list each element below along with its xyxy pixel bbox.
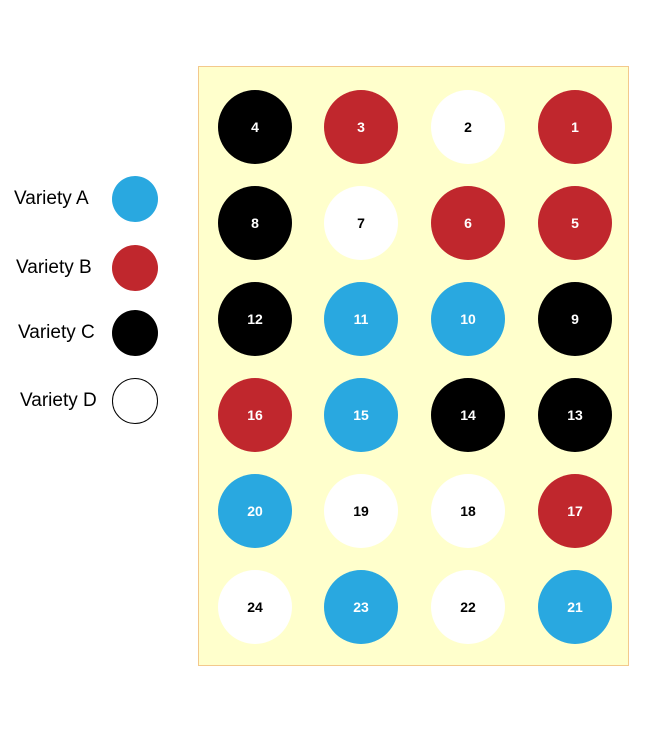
legend-label: Variety B (16, 257, 92, 278)
legend-item-variety-c: Variety C (0, 308, 190, 358)
plot-circle: 11 (324, 282, 398, 356)
plot-circle: 21 (538, 570, 612, 644)
plot-circle: 22 (431, 570, 505, 644)
plot-circle: 15 (324, 378, 398, 452)
plot-circle: 6 (431, 186, 505, 260)
plot-circle: 5 (538, 186, 612, 260)
plot-circle: 23 (324, 570, 398, 644)
plot-circle: 13 (538, 378, 612, 452)
plot-circle: 3 (324, 90, 398, 164)
legend-swatch-variety-d (112, 378, 158, 424)
legend-label: Variety C (18, 322, 95, 343)
plot-circle: 12 (218, 282, 292, 356)
plot-circle: 4 (218, 90, 292, 164)
legend-item-variety-b: Variety B (0, 243, 190, 293)
plot-circle: 8 (218, 186, 292, 260)
plot-circle: 9 (538, 282, 612, 356)
legend: Variety A Variety B Variety C Variety D (0, 0, 190, 729)
legend-swatch-variety-a (112, 176, 158, 222)
plot-circle: 7 (324, 186, 398, 260)
plot-circle: 18 (431, 474, 505, 548)
legend-item-variety-d: Variety D (0, 376, 190, 426)
legend-label: Variety D (20, 390, 97, 411)
plot-circle: 1 (538, 90, 612, 164)
plot-circle: 14 (431, 378, 505, 452)
plot-circle: 24 (218, 570, 292, 644)
plot-circle: 17 (538, 474, 612, 548)
field-plot-grid: 4 3 2 1 8 7 6 5 12 11 10 9 16 15 14 13 20 19 18 17 24 23 22 21 (198, 66, 629, 666)
legend-swatch-variety-b (112, 245, 158, 291)
plot-circle: 2 (431, 90, 505, 164)
plot-circle: 20 (218, 474, 292, 548)
legend-swatch-variety-c (112, 310, 158, 356)
legend-item-variety-a: Variety A (0, 174, 190, 224)
legend-label: Variety A (14, 188, 89, 209)
plot-circle: 16 (218, 378, 292, 452)
plot-circle: 19 (324, 474, 398, 548)
plot-circle: 10 (431, 282, 505, 356)
